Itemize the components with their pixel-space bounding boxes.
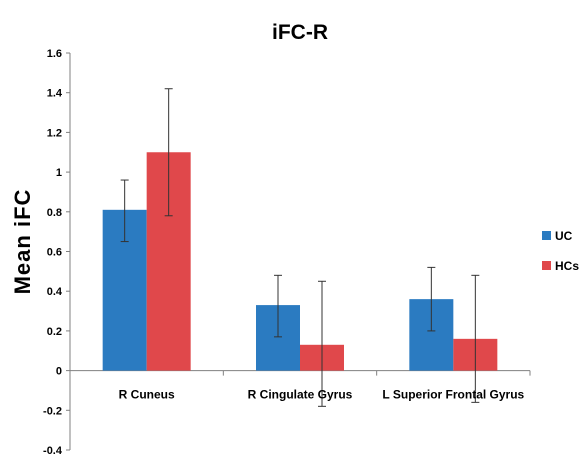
- y-tick-label: 1.4: [47, 88, 63, 100]
- plot-area: -0.4 -0.2 0 0.2 0.4 0.6 0.8 1 1.2 1.4 1.6 R Cuneus R…: [43, 48, 531, 457]
- y-tick-label: 0: [56, 366, 62, 378]
- y-tick-label: -0.2: [43, 405, 62, 417]
- category-label: R Cuneus: [119, 388, 175, 402]
- y-tick-label: 1: [56, 167, 62, 179]
- category-label: R Cingulate Gyrus: [248, 388, 353, 402]
- legend-swatch-hcs: [542, 261, 551, 270]
- category-label: L Superior Frontal Gyrus: [382, 388, 524, 402]
- y-tick-label: 0.2: [47, 326, 62, 338]
- y-tick-label: 0.4: [47, 286, 63, 298]
- y-tick-label: 0.8: [47, 207, 62, 219]
- y-tick-label: 1.2: [47, 127, 62, 139]
- y-tick-label: 0.6: [47, 247, 62, 259]
- y-tick-label: 1.6: [47, 48, 62, 60]
- chart-title: iFC-R: [272, 21, 328, 44]
- y-tick-label: -0.4: [43, 445, 63, 457]
- legend-label-hcs: HCs: [555, 259, 579, 273]
- legend-label-uc: UC: [555, 229, 573, 243]
- legend: UC HCs: [542, 229, 579, 273]
- legend-swatch-uc: [542, 231, 551, 240]
- y-axis-label: Mean iFC: [10, 189, 35, 295]
